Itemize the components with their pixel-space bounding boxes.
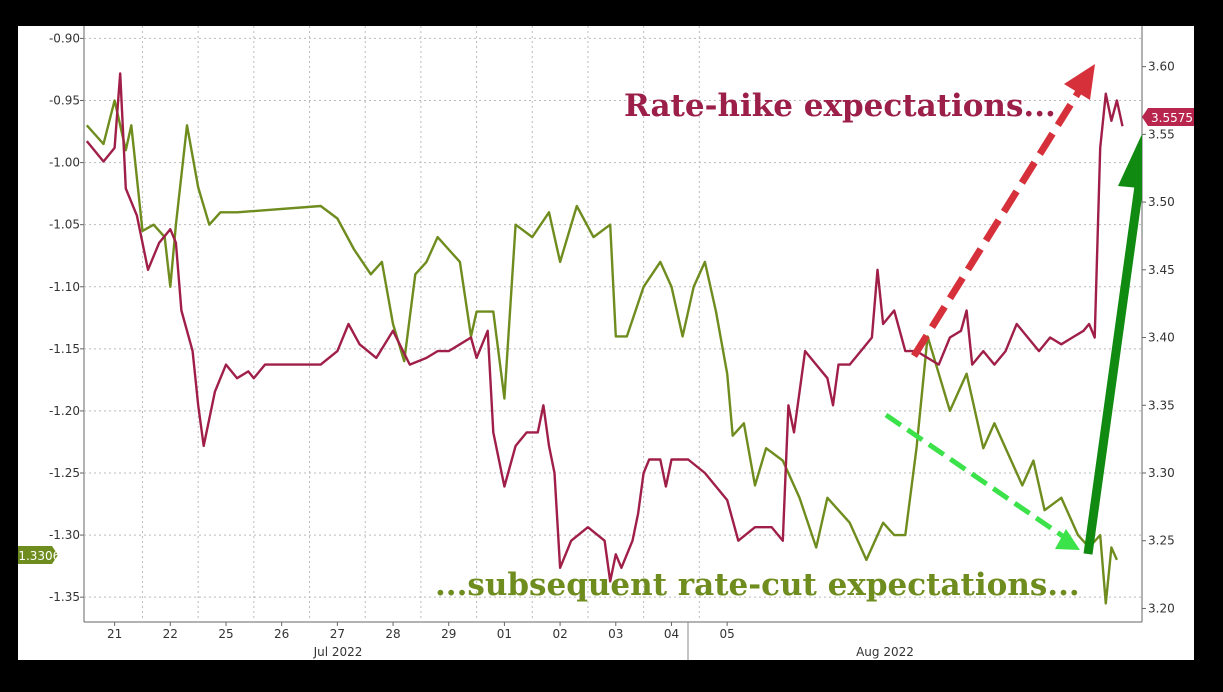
right-tick-label: 3.35 (1148, 398, 1175, 412)
left-tick-label: -0.90 (49, 31, 80, 45)
right-badge-shape (1142, 108, 1194, 126)
left-axis-ticks: -0.90 -0.95 -1.00 -1.05 -1.10 -1.15 -1.20 -1.25… (49, 31, 84, 604)
x-tick-label: 05 (720, 627, 735, 641)
big-up-arrow-shaft (1083, 185, 1142, 555)
x-tick-label: 26 (274, 627, 289, 641)
right-tick-label: 3.45 (1148, 263, 1175, 277)
left-tick-label: -1.25 (49, 466, 80, 480)
left-tick-label: -1.00 (49, 156, 80, 170)
left-last-value-badge: -1.3306 (0, 546, 60, 564)
hike-arrow-shaft (911, 86, 1084, 358)
annotation-rate-cut: ...subsequent rate-cut expectations... (435, 567, 1080, 603)
left-tick-label: -1.20 (49, 404, 80, 418)
x-month-label-aug: Aug 2022 (856, 645, 914, 659)
hike-arrow-head (1064, 64, 1095, 100)
line-chart: -0.90 -0.95 -1.00 -1.05 -1.10 -1.15 -1.20 -1.25… (0, 26, 1194, 660)
annotation-rate-hike: Rate-hike expectations... (624, 88, 1056, 124)
x-tick-label: 22 (163, 627, 178, 641)
right-tick-label: 3.40 (1148, 331, 1175, 345)
gridlines (84, 26, 1142, 622)
x-tick-label: 02 (552, 627, 567, 641)
right-tick-label: 3.30 (1148, 466, 1175, 480)
cut-arrow-head (1055, 529, 1080, 550)
cut-arrow-shaft (884, 412, 1066, 540)
left-tick-label: -1.05 (49, 218, 80, 232)
x-tick-label: 01 (497, 627, 512, 641)
x-tick-label: 21 (107, 627, 122, 641)
right-tick-label: 3.55 (1148, 127, 1175, 141)
x-tick-label: 04 (664, 627, 679, 641)
right-tick-label: 3.50 (1148, 195, 1175, 209)
right-tick-label: 3.60 (1148, 60, 1175, 74)
right-tick-label: 3.20 (1148, 601, 1175, 615)
left-tick-label: -1.30 (49, 528, 80, 542)
x-axis-ticks: 21 22 25 26 27 28 29 01 02 03 04 05 (107, 622, 735, 641)
left-badge-text: -1.3306 (18, 549, 60, 563)
x-tick-label: 27 (330, 627, 345, 641)
left-tick-label: -0.95 (49, 94, 80, 108)
left-tick-label: -1.35 (49, 590, 80, 604)
series-line-red (85, 72, 1124, 583)
x-month-label-jul: Jul 2022 (313, 645, 363, 659)
x-tick-label: 25 (218, 627, 233, 641)
big-up-arrow-head (1118, 134, 1142, 189)
left-tick-label: -1.15 (49, 342, 80, 356)
x-tick-label: 03 (608, 627, 623, 641)
right-axis-ticks: 3.60 3.55 3.50 3.45 3.40 3.35 3.30 3.25 3.20 (1142, 60, 1175, 615)
x-tick-label: 28 (385, 627, 400, 641)
right-badge-text: 3.5575 (1151, 111, 1193, 125)
left-tick-label: -1.10 (49, 280, 80, 294)
chart-frame: -0.90 -0.95 -1.00 -1.05 -1.10 -1.15 -1.20 -1.25… (0, 26, 1194, 660)
right-last-value-badge: 3.5575 (1142, 108, 1194, 126)
series-line-green (85, 99, 1118, 605)
right-tick-label: 3.25 (1148, 534, 1175, 548)
x-tick-label: 29 (441, 627, 456, 641)
